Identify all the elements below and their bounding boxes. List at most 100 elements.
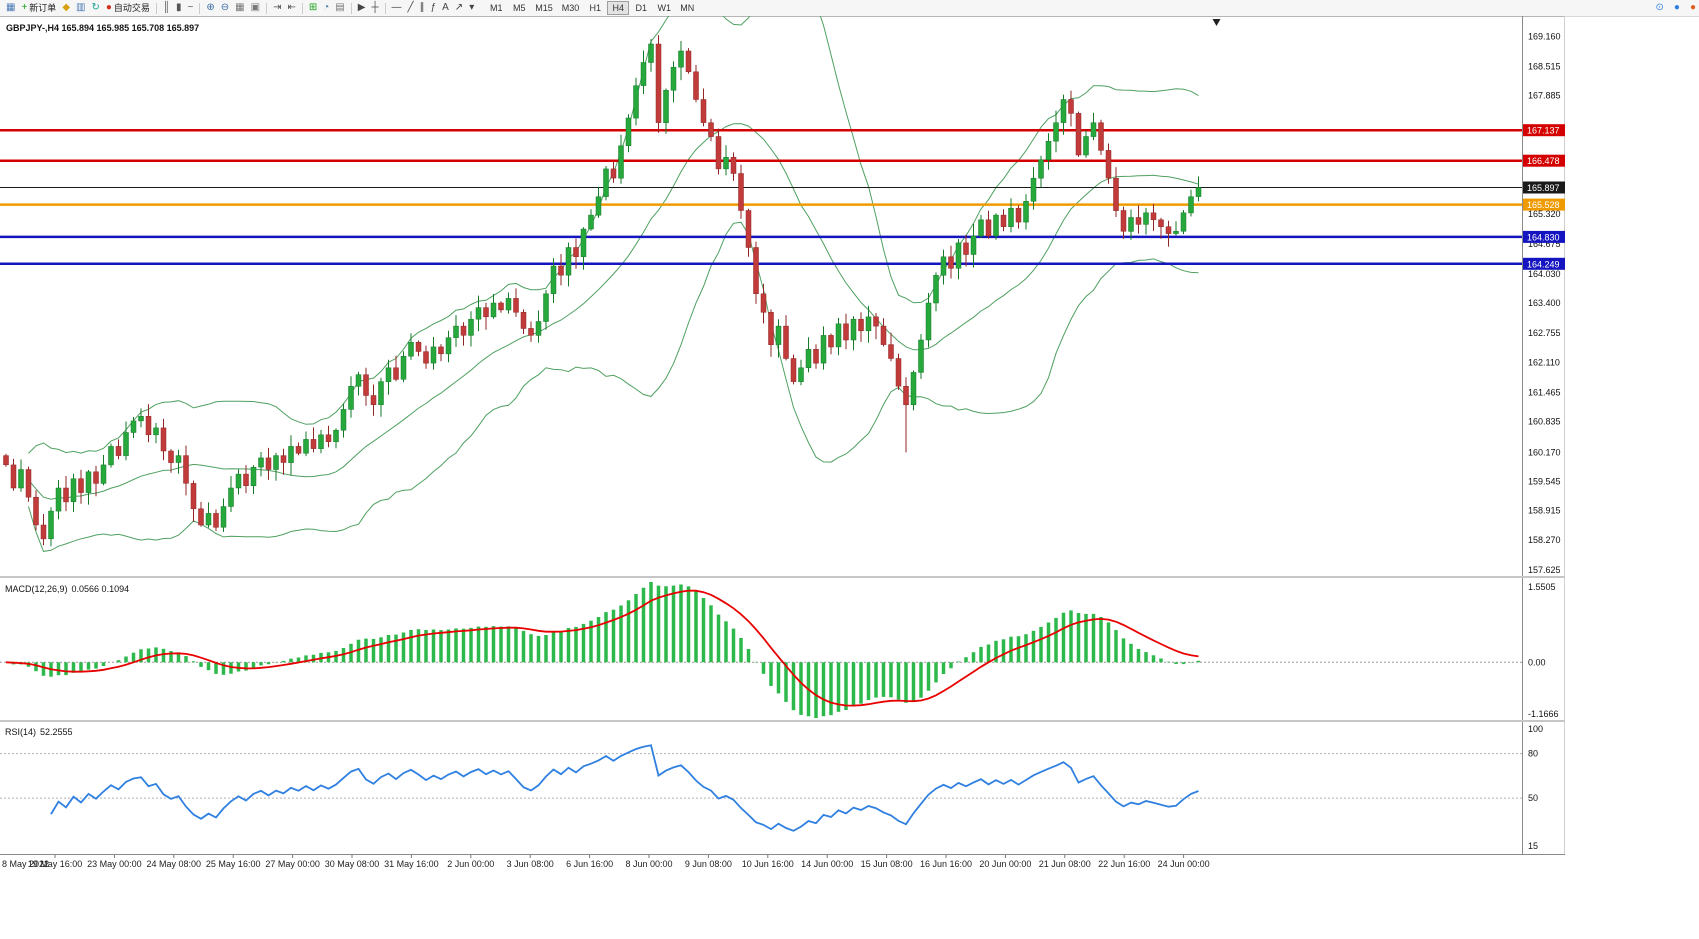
candlestick-chart-icon: ▮ xyxy=(176,2,182,13)
svg-text:2 Jun 00:00: 2 Jun 00:00 xyxy=(447,859,494,869)
alerts-button[interactable]: ◆ xyxy=(59,1,73,15)
timeframe-m30-button[interactable]: M30 xyxy=(558,1,584,15)
chart-shift-icon: ⇤ xyxy=(287,2,296,13)
autotrading-button[interactable]: ● 自动交易 xyxy=(103,1,153,15)
toolbar-separator xyxy=(266,2,268,14)
svg-text:168.515: 168.515 xyxy=(1528,62,1561,72)
svg-text:165.528: 165.528 xyxy=(1527,200,1560,210)
svg-text:159.545: 159.545 xyxy=(1528,476,1561,486)
timeframe-w1-button[interactable]: W1 xyxy=(653,1,675,15)
community-icon: ● xyxy=(1673,2,1680,13)
line-chart-button[interactable]: ~ xyxy=(185,1,197,15)
chart-shift-button[interactable]: ⇤ xyxy=(284,1,298,15)
svg-text:80: 80 xyxy=(1528,749,1538,759)
notifications-icon: ● xyxy=(1689,2,1696,13)
svg-text:24 Jun 00:00: 24 Jun 00:00 xyxy=(1158,859,1210,869)
bollinger-upper-band xyxy=(28,16,1199,454)
cursor-button[interactable]: ▶ xyxy=(355,1,369,15)
periods-icon: ◔ xyxy=(323,2,330,13)
timeframe-m1-button[interactable]: M1 xyxy=(485,1,507,15)
timeframe-h4-button[interactable]: H4 xyxy=(607,1,630,15)
timeframe-buttons: M1 M5 M15 M30 H1 H4 D1 W1 MN xyxy=(485,0,698,16)
crosshair-button[interactable]: ┼ xyxy=(368,1,381,15)
time-axis-scale[interactable] xyxy=(0,855,1565,872)
svg-text:24 May 08:00: 24 May 08:00 xyxy=(147,859,202,869)
timeframe-m5-button[interactable]: M5 xyxy=(508,1,530,15)
timeframe-mn-button[interactable]: MN xyxy=(676,1,698,15)
tile-windows-button[interactable]: ▣ xyxy=(248,1,263,15)
equidistant-channel-button[interactable]: ∥ xyxy=(417,1,428,15)
auto-scroll-button[interactable]: ⇥ xyxy=(270,1,284,15)
timeframe-m15-button[interactable]: M15 xyxy=(531,1,557,15)
svg-text:25 May 16:00: 25 May 16:00 xyxy=(206,859,261,869)
price-badge-164.249: 164.249 xyxy=(1523,257,1565,270)
toolbar: ▦ + 新订单 ◆ ▥ ↻ ● 自动交易 ║ ▮ ~ ⊕ ⊖ ▦ ▣ ⇥ ⇤ ⊞ ◔ ▤ ▶ ┼ — ╱ ∥ ƒ A ↗ ▾ M1 M5 M… xyxy=(0,0,1699,17)
pane-separator-rsi[interactable] xyxy=(0,720,1565,722)
tile-windows-icon: ▣ xyxy=(250,2,261,13)
zoom-in-button[interactable]: ⊕ xyxy=(203,1,217,15)
pane-separator-macd[interactable] xyxy=(0,576,1565,578)
timeframe-d1-button[interactable]: D1 xyxy=(630,1,652,15)
fibonacci-button[interactable]: ƒ xyxy=(428,1,440,15)
horizontal-line-icon: — xyxy=(391,2,402,13)
grid-button[interactable]: ▦ xyxy=(232,1,247,15)
templates-button[interactable]: ▤ xyxy=(332,1,347,15)
svg-text:166.478: 166.478 xyxy=(1527,156,1560,166)
svg-text:158.270: 158.270 xyxy=(1528,535,1561,545)
text-tool-icon: A xyxy=(442,2,449,13)
market-watch-button[interactable]: ▥ xyxy=(73,1,88,15)
notifications-button[interactable]: ● xyxy=(1687,1,1699,15)
rsi-label-value: 52.2555 xyxy=(40,727,73,737)
svg-text:162.110: 162.110 xyxy=(1528,358,1560,368)
trendline-icon: ╱ xyxy=(407,2,414,13)
cursor-icon: ▶ xyxy=(357,2,366,13)
candlestick-chart-button[interactable]: ▮ xyxy=(173,1,185,15)
svg-text:22 Jun 16:00: 22 Jun 16:00 xyxy=(1098,859,1150,869)
price-badge-164.830: 164.830 xyxy=(1523,230,1565,243)
templates-icon: ▤ xyxy=(335,2,345,13)
svg-text:165.897: 165.897 xyxy=(1527,183,1560,193)
refresh-button[interactable]: ↻ xyxy=(88,1,102,15)
candles-layer xyxy=(3,35,1202,547)
svg-text:31 May 16:00: 31 May 16:00 xyxy=(384,859,439,869)
timeframe-h1-button[interactable]: H1 xyxy=(584,1,606,15)
svg-text:6 Jun 16:00: 6 Jun 16:00 xyxy=(566,859,613,869)
grid-icon: ▦ xyxy=(235,2,245,13)
zoom-out-button[interactable]: ⊖ xyxy=(218,1,232,15)
price-badge-165.897: 165.897 xyxy=(1523,181,1565,194)
macd-signal-line xyxy=(5,589,1199,707)
trendline-button[interactable]: ╱ xyxy=(405,1,417,15)
svg-text:15: 15 xyxy=(1528,841,1538,851)
svg-text:0.00: 0.00 xyxy=(1528,657,1546,667)
svg-text:-1.1666: -1.1666 xyxy=(1528,709,1559,719)
svg-text:100: 100 xyxy=(1528,724,1543,734)
time-axis: 8 May 202219 May 16:00 23 May 00:00 24 May… xyxy=(2,855,1210,869)
add-indicator-button[interactable]: ⊞ xyxy=(306,1,320,15)
bar-chart-icon: ║ xyxy=(162,2,171,13)
bar-chart-button[interactable]: ║ xyxy=(160,1,173,15)
chart-canvas[interactable]: 169.160 168.515 167.885 165.320 164.675 164.0… xyxy=(0,16,1565,872)
svg-text:8 Jun 00:00: 8 Jun 00:00 xyxy=(625,859,672,869)
new-order-icon: + xyxy=(21,2,28,13)
svg-text:160.170: 160.170 xyxy=(1528,447,1561,457)
arrows-tool-button[interactable]: ↗ xyxy=(452,1,466,15)
svg-text:164.675: 164.675 xyxy=(1528,239,1561,249)
svg-text:23 May 00:00: 23 May 00:00 xyxy=(87,859,142,869)
refresh-icon: ↻ xyxy=(91,2,100,13)
autotrading-button-label: 自动交易 xyxy=(113,2,150,13)
price-axis: 169.160 168.515 167.885 165.320 164.675 164.0… xyxy=(1528,32,1561,575)
price-badge-166.478: 166.478 xyxy=(1523,154,1565,167)
new-order-button[interactable]: + 新订单 xyxy=(18,1,59,15)
horizontal-line-button[interactable]: — xyxy=(389,1,405,15)
chart-window-button[interactable]: ▦ xyxy=(3,1,18,15)
search-icon: ⊙ xyxy=(1655,2,1664,13)
shift-marker-icon[interactable] xyxy=(1212,19,1221,26)
community-button[interactable]: ● xyxy=(1671,1,1683,15)
text-tool-button[interactable]: A xyxy=(439,1,452,15)
periods-button[interactable]: ◔ xyxy=(320,1,332,15)
search-button[interactable]: ⊙ xyxy=(1653,1,1667,15)
tools-dropdown-button[interactable]: ▾ xyxy=(466,1,477,15)
chart-window[interactable]: 169.160 168.515 167.885 165.320 164.675 164.0… xyxy=(0,16,1565,872)
toolbar-separator xyxy=(155,2,157,14)
svg-text:20 Jun 00:00: 20 Jun 00:00 xyxy=(979,859,1031,869)
